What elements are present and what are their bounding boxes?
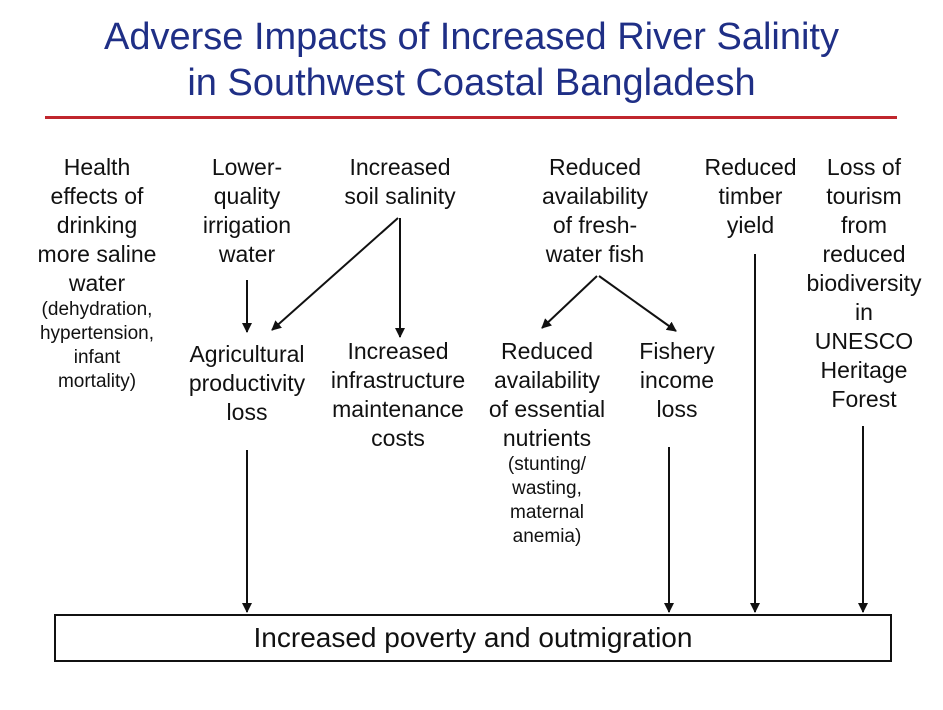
outcome-box: Increased poverty and outmigration	[54, 614, 892, 662]
node-timber-yield-text: Reduced timber yield	[704, 154, 797, 238]
node-soil-salinity: Increased soil salinity	[320, 153, 480, 211]
node-health-effects-detail: (dehydration, hypertension, infant morta…	[39, 299, 155, 392]
arrow-fish-to-fishery	[598, 275, 677, 332]
node-fishery-income: Fishery income loss	[622, 337, 732, 424]
node-infrastructure-costs: Increased infrastructure maintenance cos…	[318, 337, 478, 453]
node-essential-nutrients-detail: (stunting/ wasting, maternal anemia)	[507, 454, 587, 547]
node-freshwater-fish: Reduced availability of fresh- water fis…	[525, 153, 665, 269]
node-agricultural-loss-text: Agricultural productivity loss	[188, 341, 306, 425]
node-irrigation-water-text: Lower- quality irrigation water	[202, 154, 292, 267]
title-line-1: Adverse Impacts of Increased River Salin…	[104, 16, 839, 58]
node-infrastructure-costs-text: Increased infrastructure maintenance cos…	[330, 338, 466, 451]
node-health-effects-text: Health effects of drinking more saline w…	[37, 154, 157, 296]
node-essential-nutrients-text: Reduced availability of essential nutrie…	[488, 338, 606, 451]
page-title: Adverse Impacts of Increased River Salin…	[0, 14, 943, 106]
node-timber-yield: Reduced timber yield	[693, 153, 808, 240]
node-essential-nutrients: Reduced availability of essential nutrie…	[478, 337, 616, 549]
outcome-text: Increased poverty and outmigration	[253, 622, 693, 653]
node-irrigation-water: Lower- quality irrigation water	[187, 153, 307, 269]
title-line-2: in Southwest Coastal Bangladesh	[187, 62, 756, 104]
node-fishery-income-text: Fishery income loss	[639, 338, 715, 422]
arrow-soil-to-agri	[271, 217, 399, 331]
title-divider	[45, 116, 897, 119]
node-freshwater-fish-text: Reduced availability of fresh- water fis…	[541, 154, 649, 267]
node-tourism-loss: Loss of tourism from reduced biodiversit…	[798, 153, 930, 414]
node-soil-salinity-text: Increased soil salinity	[344, 154, 456, 209]
node-agricultural-loss: Agricultural productivity loss	[177, 340, 317, 427]
node-health-effects: Health effects of drinking more saline w…	[22, 153, 172, 394]
node-tourism-loss-text: Loss of tourism from reduced biodiversit…	[806, 154, 922, 412]
arrow-fish-to-nutrients	[541, 275, 598, 329]
